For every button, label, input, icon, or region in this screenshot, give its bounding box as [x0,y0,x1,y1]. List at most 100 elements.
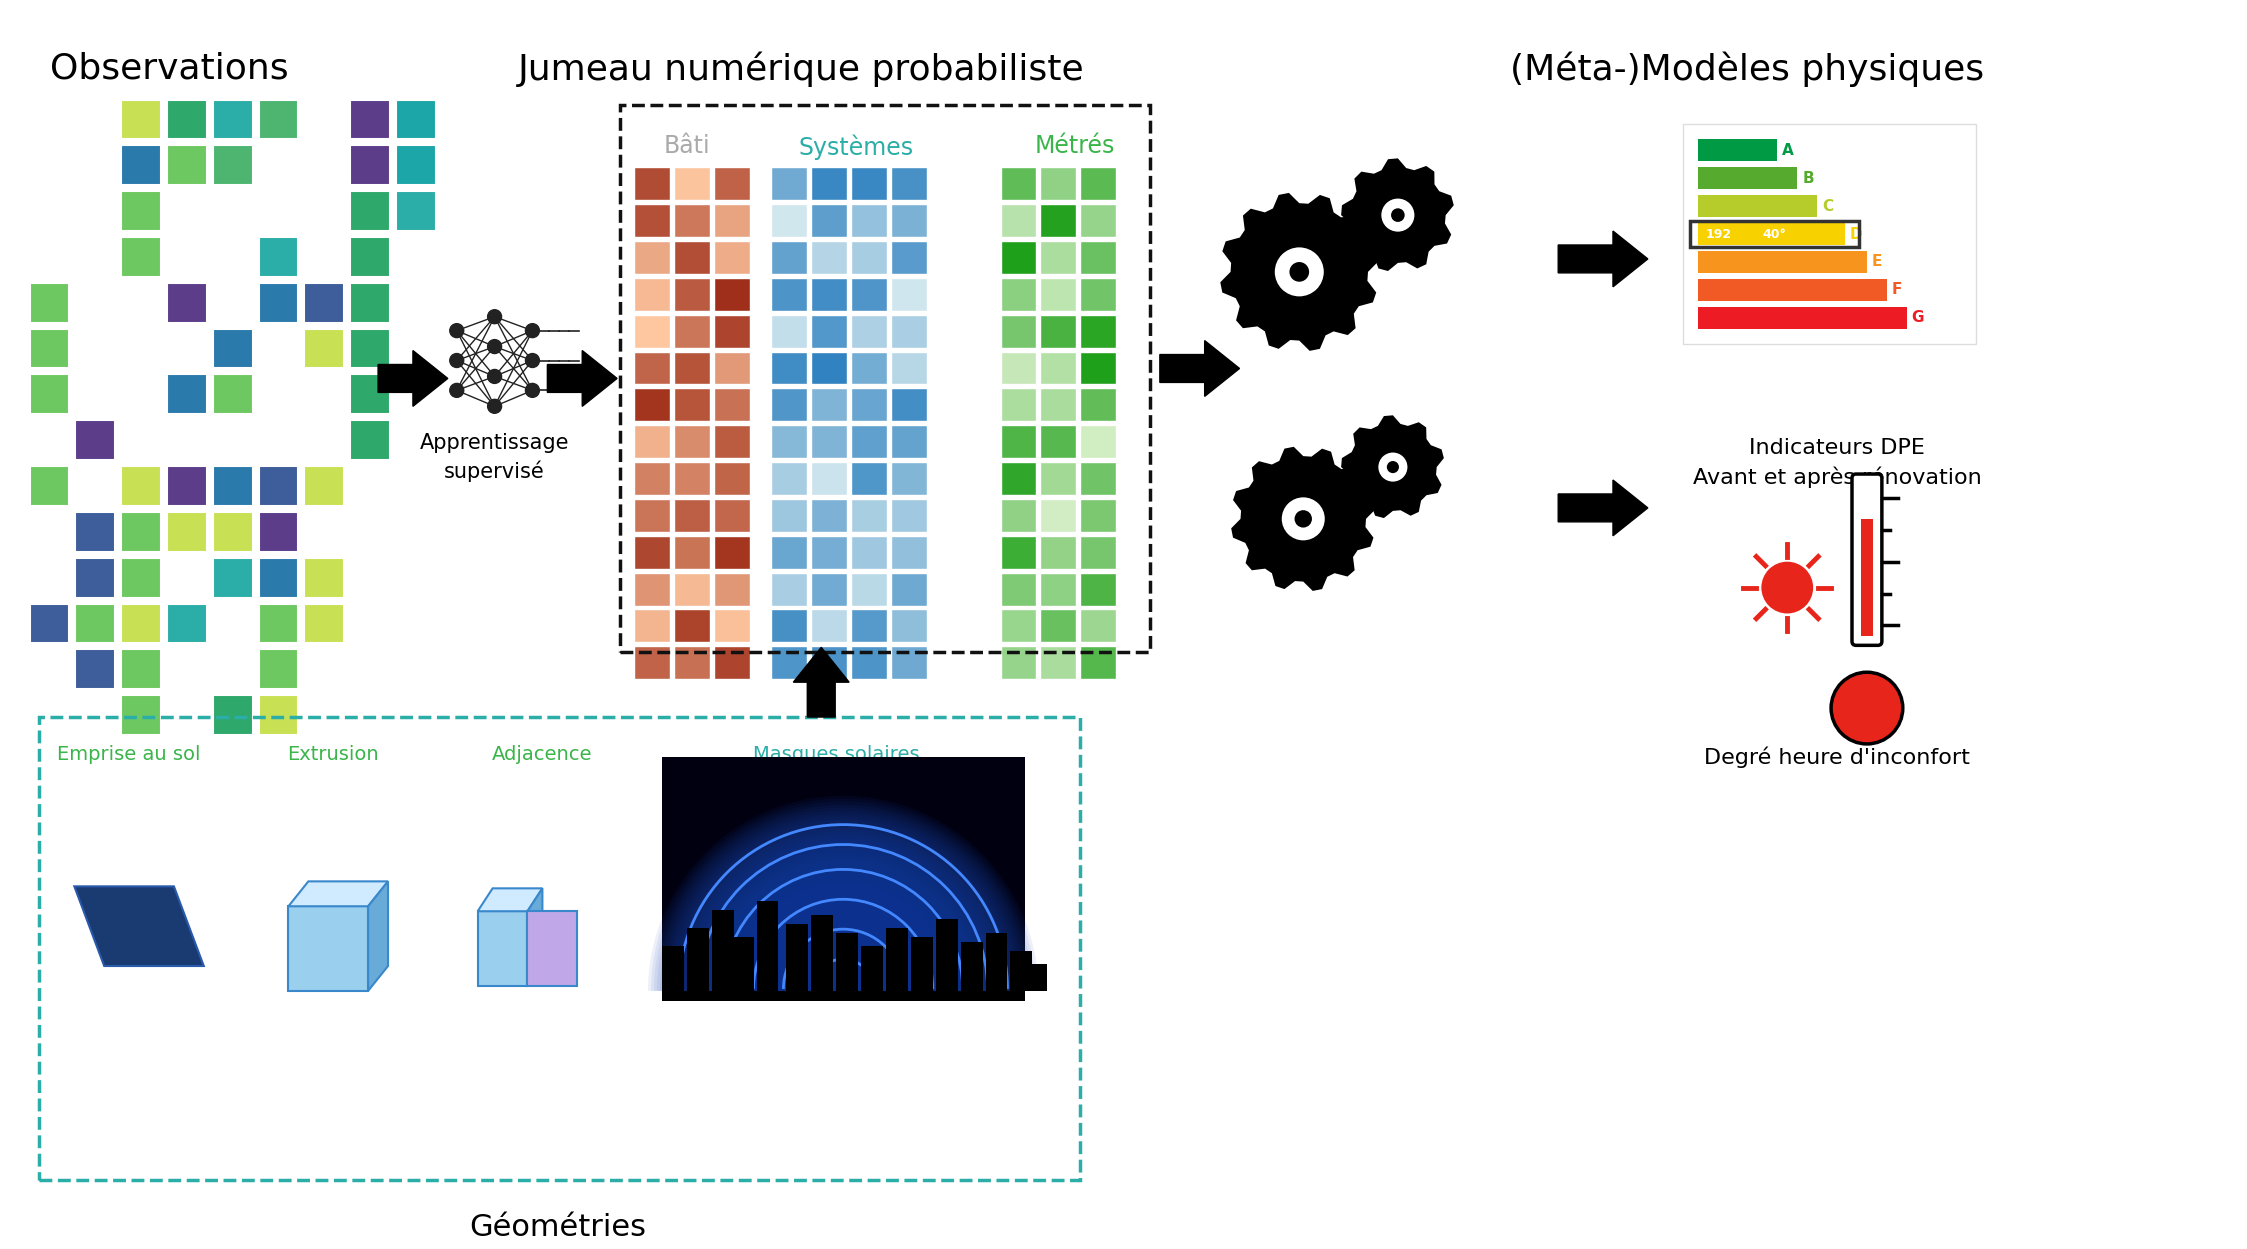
Bar [634,572,670,606]
Bar [1000,204,1036,237]
Circle shape [1391,209,1404,222]
Bar [771,204,807,237]
Bar [121,466,162,506]
Wedge shape [683,832,1002,990]
Bar [715,646,750,679]
Polygon shape [1159,341,1240,396]
Bar [258,512,299,552]
Bar [852,351,888,385]
Bar [892,610,926,642]
Bar [1040,277,1076,311]
Bar [258,282,299,322]
Bar [29,466,70,506]
Bar [1000,315,1036,347]
Polygon shape [663,902,1047,1000]
Bar [811,572,847,606]
Bar [715,204,750,237]
Bar [811,610,847,642]
Circle shape [1290,262,1310,282]
Bar [674,462,710,495]
Bar [1000,646,1036,679]
Bar [1861,518,1874,637]
Bar [852,277,888,311]
Bar [76,603,115,643]
Bar [674,536,710,568]
Polygon shape [479,912,528,985]
Wedge shape [674,823,1011,990]
Bar [852,572,888,606]
Circle shape [526,383,539,397]
Wedge shape [670,817,1018,990]
Bar [811,351,847,385]
Bar [351,328,391,368]
Circle shape [1377,451,1409,483]
Bar [1040,204,1076,237]
Circle shape [1380,197,1416,234]
Wedge shape [663,811,1022,990]
Bar [166,512,207,552]
Bar [634,646,670,679]
Bar [1000,610,1036,642]
Text: Adjacence: Adjacence [492,744,593,764]
Bar [166,603,207,643]
Bar [715,277,750,311]
Bar [213,558,252,597]
Bar [715,241,750,274]
Bar [29,282,70,322]
Circle shape [1831,672,1903,744]
Bar [395,145,436,185]
Bar [674,425,710,458]
Bar [1040,646,1076,679]
Bar [1081,167,1117,200]
Bar [121,558,162,597]
Bar [258,696,299,734]
Bar [213,145,252,185]
Text: Extrusion: Extrusion [288,744,380,764]
Bar [1040,572,1076,606]
Bar [634,388,670,421]
Bar [715,610,750,642]
Bar [634,536,670,568]
Wedge shape [654,802,1031,990]
Circle shape [526,353,539,367]
Bar [121,649,162,689]
Bar [1000,277,1036,311]
Polygon shape [369,882,389,990]
Bar [1040,610,1076,642]
Bar [40,717,1081,1180]
Bar [771,462,807,495]
Bar [771,498,807,532]
Bar [213,100,252,140]
Bar [1683,125,1977,343]
Bar [1081,277,1117,311]
Polygon shape [1220,192,1377,351]
Bar [351,191,391,231]
Bar [634,351,670,385]
Bar [674,388,710,421]
Text: 192: 192 [1705,227,1732,241]
Bar [811,315,847,347]
Bar [1000,351,1036,385]
Text: Degré heure d'inconfort: Degré heure d'inconfort [1703,747,1971,768]
Bar [351,420,391,460]
Bar [258,466,299,506]
Polygon shape [1341,159,1454,271]
Bar [213,512,252,552]
Bar [1040,388,1076,421]
Bar [674,167,710,200]
Bar [76,649,115,689]
Bar [1040,167,1076,200]
Circle shape [488,340,501,353]
Wedge shape [647,796,1038,990]
Wedge shape [661,808,1027,990]
Bar [1699,279,1887,301]
Bar [811,536,847,568]
Circle shape [1274,246,1326,297]
Bar [663,757,1025,1000]
Bar [1000,498,1036,532]
Bar [811,388,847,421]
Bar [1000,572,1036,606]
Bar [715,315,750,347]
Bar [852,204,888,237]
Bar [715,388,750,421]
